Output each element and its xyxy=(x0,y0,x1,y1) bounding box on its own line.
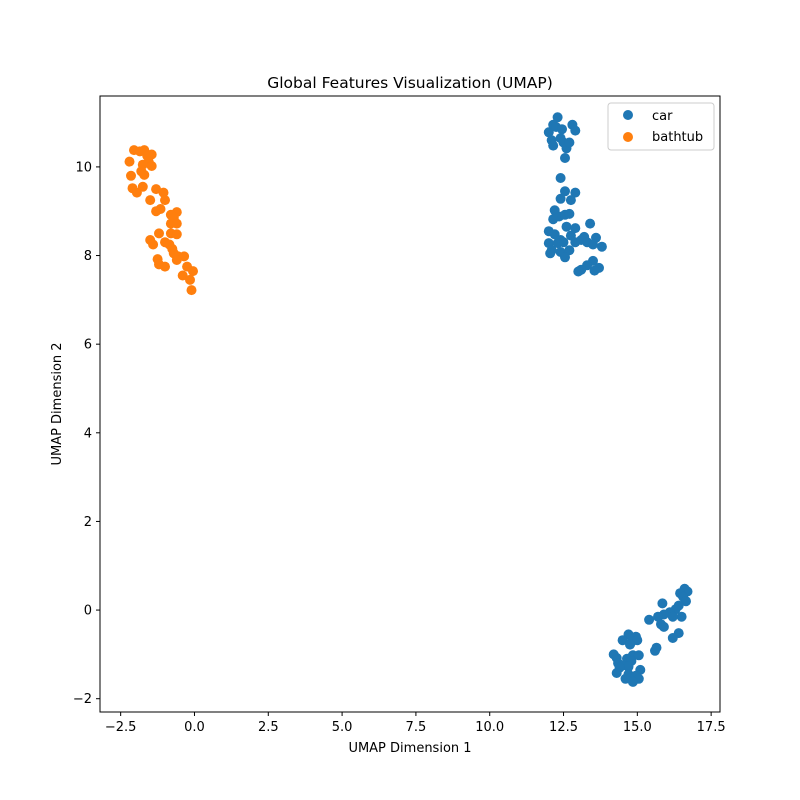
data-point-car xyxy=(617,635,628,646)
data-point-car xyxy=(627,676,638,687)
data-point-bathtub xyxy=(158,187,169,198)
data-point-bathtub xyxy=(171,229,182,240)
data-point-car xyxy=(623,661,634,672)
data-point-car xyxy=(589,265,600,276)
data-point-car xyxy=(543,127,554,138)
data-point-car xyxy=(555,173,566,183)
data-point-car xyxy=(658,621,669,632)
data-point-car xyxy=(552,238,563,249)
data-point-bathtub xyxy=(139,169,150,180)
data-point-car xyxy=(650,645,660,656)
data-point-car xyxy=(611,668,622,678)
data-point-car xyxy=(644,614,655,625)
data-points xyxy=(124,112,693,687)
data-point-bathtub xyxy=(186,285,197,296)
legend-label-bathtub: bathtub xyxy=(652,130,703,145)
data-point-car xyxy=(564,208,575,219)
y-tick-label: 8 xyxy=(84,249,92,264)
x-tick-label: 17.5 xyxy=(697,720,726,735)
data-point-car xyxy=(681,596,691,607)
data-point-bathtub xyxy=(131,187,142,198)
data-point-car xyxy=(564,137,575,148)
data-point-bathtub xyxy=(160,195,170,206)
x-tick-label: 5.0 xyxy=(332,720,353,735)
data-point-bathtub xyxy=(126,170,136,181)
data-point-car xyxy=(667,611,678,622)
data-point-car xyxy=(596,241,607,252)
data-point-car xyxy=(633,650,644,661)
data-point-bathtub xyxy=(148,239,159,250)
x-tick-label: 12.5 xyxy=(549,720,578,735)
data-point-bathtub xyxy=(124,156,135,167)
data-point-bathtub xyxy=(145,195,156,206)
data-point-car xyxy=(632,635,643,646)
y-tick-label: 2 xyxy=(84,515,92,530)
x-tick-label: 0.0 xyxy=(184,720,205,735)
data-point-car xyxy=(565,195,576,206)
y-axis-title: UMAP Dimension 2 xyxy=(50,342,65,465)
data-point-car xyxy=(560,252,570,263)
y-tick-label: 4 xyxy=(84,426,92,441)
data-point-car xyxy=(548,140,559,151)
legend-marker-car xyxy=(623,110,633,120)
data-point-car xyxy=(653,611,663,622)
data-point-car xyxy=(657,598,668,609)
data-point-bathtub xyxy=(171,218,182,229)
x-axis-title: UMAP Dimension 1 xyxy=(348,741,471,756)
data-point-car xyxy=(560,153,570,163)
y-tick-label: 0 xyxy=(84,604,92,619)
x-tick-label: 15.0 xyxy=(623,720,652,735)
data-point-car xyxy=(552,112,563,123)
data-point-car xyxy=(560,186,570,197)
data-point-car xyxy=(570,125,581,136)
legend: car bathtub xyxy=(607,102,715,151)
data-point-car xyxy=(570,187,581,198)
y-tick-label: 6 xyxy=(84,338,92,353)
data-point-bathtub xyxy=(151,206,162,217)
data-point-car xyxy=(588,239,598,250)
plot-area-frame xyxy=(99,95,721,713)
data-point-bathtub xyxy=(151,184,162,195)
y-tick-label: 10 xyxy=(75,160,92,175)
data-point-car xyxy=(585,218,596,229)
data-point-car xyxy=(561,221,572,232)
legend-box xyxy=(607,102,715,151)
data-point-car xyxy=(573,266,584,277)
legend-marker-bathtub xyxy=(623,132,633,142)
data-point-car xyxy=(570,223,581,234)
data-point-bathtub xyxy=(154,228,164,239)
y-tick-label: −2 xyxy=(73,692,92,707)
data-point-car xyxy=(676,611,687,622)
axis-ticks: −2.5 0.0 2.5 5.0 7.5 10.0 12.5 15.0 17.5 −2 0 2 4 6 8 1… xyxy=(73,160,726,735)
data-point-bathtub xyxy=(171,255,182,265)
data-point-bathtub xyxy=(146,161,157,171)
data-point-car xyxy=(548,214,559,225)
x-tick-label: 7.5 xyxy=(406,720,427,735)
data-point-car xyxy=(557,124,567,135)
data-point-bathtub xyxy=(185,274,195,285)
x-tick-label: 2.5 xyxy=(258,720,279,735)
data-point-bathtub xyxy=(188,266,198,277)
data-point-car xyxy=(625,639,635,650)
x-tick-label: −2.5 xyxy=(105,720,137,735)
x-tick-label: 10.0 xyxy=(475,720,504,735)
data-point-bathtub xyxy=(160,261,170,272)
data-point-car xyxy=(667,633,678,643)
legend-label-car: car xyxy=(652,109,673,124)
chart-title: Global Features Visualization (UMAP) xyxy=(267,74,553,92)
data-point-car xyxy=(555,193,566,204)
data-point-bathtub xyxy=(177,270,188,281)
data-point-car xyxy=(545,248,556,259)
